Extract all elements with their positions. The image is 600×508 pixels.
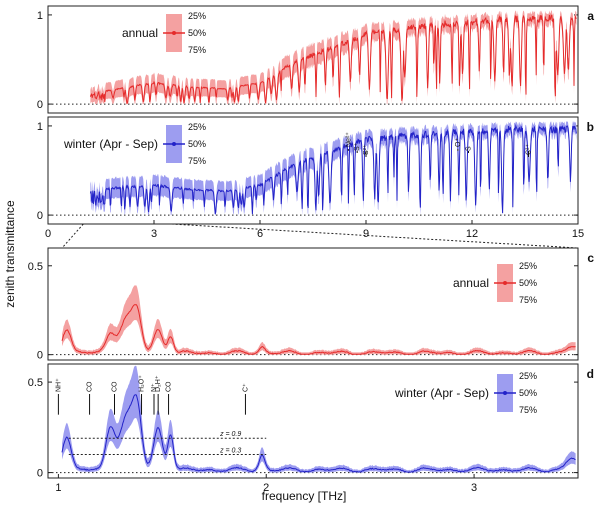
panel-letter-d: d: [587, 367, 594, 381]
x-tick-label-b: 12: [466, 228, 478, 240]
median-line-b: [89, 124, 577, 215]
species-label: D₂H⁺: [155, 375, 162, 392]
legend-entry-a: 75%: [188, 45, 206, 55]
y-tick-label-d: 0.5: [28, 377, 43, 389]
legend-median-dot-d: [503, 391, 507, 395]
plot-frame-a: [47, 5, 579, 114]
legend-entry-b: 25%: [188, 122, 206, 132]
panel-b: 0 1 0 3 6 9 12 15 Ne²⁺ S⁺ S²⁺ O⁺S C²⁺ winter (Apr - S…: [37, 116, 594, 240]
panel-letter-c: c: [587, 251, 594, 265]
species-label: CO: [166, 381, 173, 392]
legend-median-dot-c: [503, 281, 507, 285]
y-tick-label-b: 0: [37, 210, 43, 222]
y-tick-label-d: 0: [37, 468, 43, 480]
legend-entry-b: 50%: [188, 139, 206, 149]
zoom-connectors: [61, 223, 579, 249]
legend-median-dot-b: [172, 142, 176, 146]
panel-letter-b: b: [587, 120, 594, 134]
species-label: H₂O⁺: [139, 375, 146, 392]
species-label: S²⁺: [363, 144, 370, 155]
x-tick-label-b: 9: [363, 228, 369, 240]
x-tick-label-d: 3: [471, 482, 477, 494]
x-tick-label-b: 3: [151, 228, 157, 240]
legend-title-c: annual: [453, 276, 489, 290]
median-line-d: [61, 394, 576, 473]
species-label: C²⁺: [526, 144, 533, 155]
y-axis-title: zenith transmittance: [3, 200, 17, 308]
y-tick-label-b: 1: [37, 121, 43, 133]
legend-title-b: winter (Apr - Sep): [63, 137, 158, 151]
species-label: S: [465, 146, 472, 151]
panel-d: 0 0.5 1 2 3 z = 0.9 z = 0.3 NH⁺ CO CO H₂O⁺ N⁺D₂H⁺ CO…: [28, 363, 594, 494]
species-label: NH⁺: [55, 378, 62, 392]
legend-entry-c: 75%: [519, 295, 537, 305]
legend-median-dot-a: [172, 31, 176, 35]
species-label: S⁺: [354, 142, 361, 151]
species-label: CO: [87, 381, 94, 392]
legend-entry-b: 75%: [188, 156, 206, 166]
plot-frame-c: [47, 247, 579, 361]
panel-letter-a: a: [587, 9, 594, 23]
interquartile-band-a: [90, 10, 577, 105]
plot-frame-d: [47, 363, 579, 479]
species-label: Ne²⁺: [345, 132, 352, 147]
legend-entry-a: 25%: [188, 11, 206, 21]
legend-entry-c: 25%: [519, 261, 537, 271]
zoom-connector-right: [171, 223, 579, 249]
species-label: CO: [112, 381, 119, 392]
y-tick-label-c: 0.5: [28, 261, 43, 273]
y-tick-label-c: 0: [37, 350, 43, 362]
species-label: C⁺: [242, 383, 249, 392]
reference-level-label: z = 0.3: [219, 447, 241, 454]
median-line-c: [61, 304, 576, 355]
legend-entry-d: 75%: [519, 405, 537, 415]
reference-level-label: z = 0.9: [219, 431, 241, 438]
panel-c: 0 0.5 annual 25% 50% 75% c: [28, 247, 594, 362]
legend-entry-c: 50%: [519, 278, 537, 288]
x-tick-label-d: 2: [263, 482, 269, 494]
median-line-a: [89, 14, 577, 105]
legend-title-d: winter (Apr - Sep): [394, 386, 489, 400]
species-label: O⁺: [455, 138, 462, 147]
interquartile-band-b: [90, 121, 577, 216]
y-tick-label-a: 1: [37, 10, 43, 22]
legend-entry-d: 50%: [519, 388, 537, 398]
y-tick-label-a: 0: [37, 99, 43, 111]
legend-entry-d: 25%: [519, 371, 537, 381]
x-axis-title: frequency [THz]: [262, 489, 347, 503]
legend-title-a: annual: [122, 26, 158, 40]
x-tick-label-b: 6: [257, 228, 263, 240]
legend-entry-a: 50%: [188, 28, 206, 38]
plot-frame-b: [47, 116, 579, 225]
x-tick-label-b: 0: [45, 228, 51, 240]
x-tick-label-b: 15: [572, 228, 584, 240]
x-tick-label-d: 1: [55, 482, 61, 494]
panel-a: 0 1 annual 25% 50% 75% a: [37, 5, 594, 114]
zoom-connector-left: [61, 223, 84, 249]
species-label: N⁺: [151, 383, 158, 392]
